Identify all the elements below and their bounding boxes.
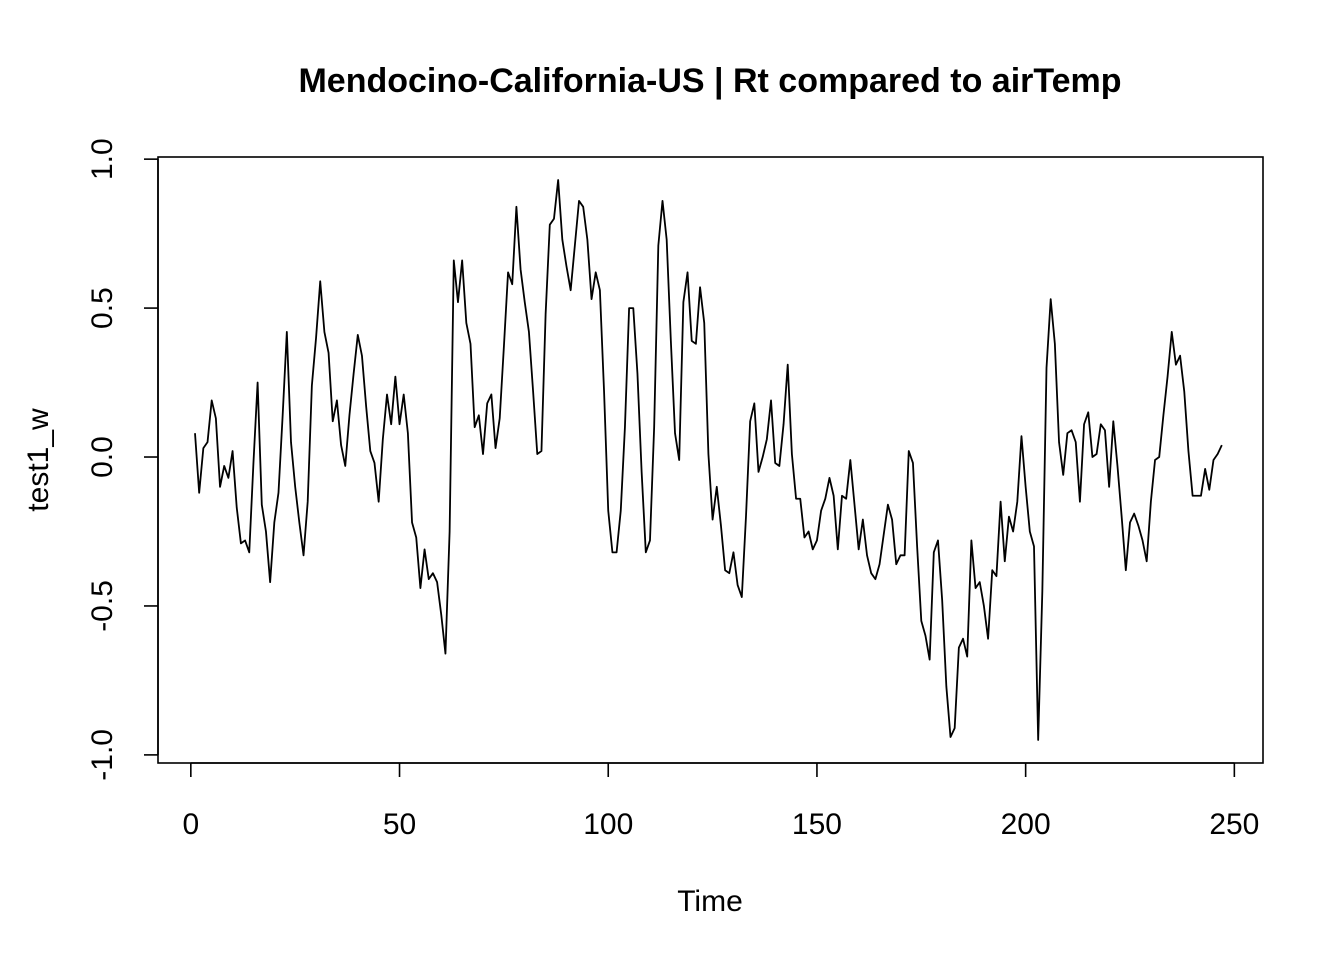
x-tick-label: 50: [383, 808, 416, 841]
x-tick-label: 250: [1209, 808, 1259, 841]
y-tick-label: 1.0: [86, 138, 119, 180]
x-axis: 0 50 100 150 200 250: [182, 762, 1259, 841]
chart-title: Mendocino-California-US | Rt compared to…: [298, 62, 1121, 100]
x-axis-label: Time: [677, 885, 743, 918]
y-tick-label: -1.0: [86, 729, 119, 781]
y-tick-label: 0.0: [86, 436, 119, 478]
x-tick-label: 0: [182, 808, 199, 841]
y-axis-label: test1_w: [22, 408, 55, 512]
x-tick-label: 200: [1001, 808, 1051, 841]
x-tick-label: 100: [583, 808, 633, 841]
y-axis: -1.0 -0.5 0.0 0.5 1.0: [86, 138, 159, 781]
y-tick-label: -0.5: [86, 580, 119, 632]
y-tick-label: 0.5: [86, 287, 119, 329]
plot-frame: [157, 156, 1264, 764]
series-line: [194, 179, 1223, 741]
x-tick-label: 150: [792, 808, 842, 841]
